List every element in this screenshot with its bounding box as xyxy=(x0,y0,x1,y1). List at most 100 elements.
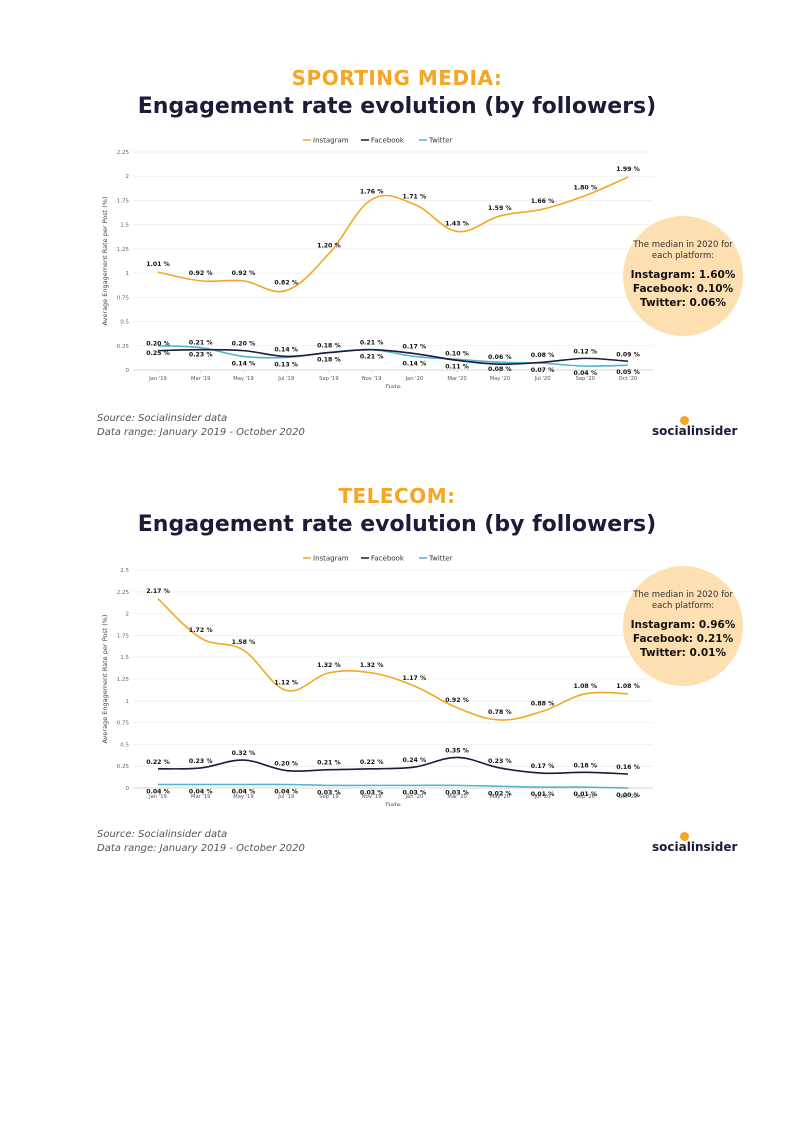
y-tick-label: 1 xyxy=(126,699,130,705)
legend-label-facebook: Facebook xyxy=(371,555,405,563)
data-label-facebook: 0.09 % xyxy=(616,351,640,358)
data-label-facebook: 0.17 % xyxy=(531,763,555,770)
data-label-facebook: 0.20 % xyxy=(274,761,298,768)
line-chart-sporting-media: Instagram Facebook Twitter 0 0.25 0.5 0.75 1 1.2… xyxy=(101,137,653,388)
data-label-facebook: 0.32 % xyxy=(232,750,256,757)
median-twitter: Twitter: 0.06% xyxy=(640,297,726,309)
series-line-twitter xyxy=(157,344,629,367)
x-tick-label: May '20 xyxy=(490,794,510,800)
y-tick-label: 0.5 xyxy=(120,320,129,326)
legend-label-twitter: Twitter xyxy=(428,137,453,145)
x-tick-label: Mar '19 xyxy=(191,376,210,382)
data-label-twitter: 0.04 % xyxy=(573,370,597,377)
x-axis-title: Date xyxy=(385,801,401,806)
data-label-instagram: 0.92 % xyxy=(189,270,213,277)
y-tick-label: 0 xyxy=(126,368,130,374)
data-label-instagram: 0.82 % xyxy=(274,280,298,287)
data-label-twitter: 0.13 % xyxy=(274,361,298,368)
median-twitter: Twitter: 0.01% xyxy=(640,647,726,659)
data-label-twitter: 0.03 % xyxy=(445,789,469,796)
data-label-twitter: 0.08 % xyxy=(488,366,512,373)
data-label-instagram: 0.78 % xyxy=(488,709,512,716)
data-label-twitter: 0.25 % xyxy=(146,350,170,357)
y-tick-label: 0.25 xyxy=(117,344,130,350)
data-label-facebook: 0.35 % xyxy=(445,747,469,754)
data-label-twitter: 0.01 % xyxy=(573,791,597,798)
y-tick-label: 1.5 xyxy=(120,223,129,229)
series-line-instagram xyxy=(157,176,629,293)
data-label-facebook: 0.22 % xyxy=(146,759,170,766)
data-label-instagram: 1.80 % xyxy=(573,185,597,192)
data-label-twitter: 0.03 % xyxy=(403,789,427,796)
x-tick-label: Mar '20 xyxy=(447,376,466,382)
chart-title: Engagement rate evolution (by followers) xyxy=(137,94,657,119)
median-facebook: Facebook: 0.21% xyxy=(632,633,734,645)
data-label-twitter: 0.04 % xyxy=(274,789,298,796)
data-label-instagram: 1.72 % xyxy=(189,627,213,634)
brand-logo: socialinsider xyxy=(652,424,738,438)
median-callout: The median in 2020 for each platform: In… xyxy=(623,566,743,686)
data-label-facebook: 0.22 % xyxy=(360,759,384,766)
x-tick-label: Jan '20 xyxy=(405,794,424,800)
logo-dot-icon xyxy=(680,832,689,841)
chart-title: Engagement rate evolution (by followers) xyxy=(137,512,657,537)
range-text: Data range: January 2019 - October 2020 xyxy=(97,427,305,438)
source-text: Source: Socialinsider data xyxy=(97,413,228,424)
data-label-facebook: 0.10 % xyxy=(445,350,469,357)
x-tick-label: Jan '20 xyxy=(405,376,424,382)
median-facebook: Facebook: 0.10% xyxy=(632,283,734,295)
x-tick-label: Oct '20 xyxy=(619,794,638,800)
data-label-twitter: 0.04 % xyxy=(146,789,170,796)
y-tick-label: 2.5 xyxy=(120,568,129,574)
data-label-facebook: 0.08 % xyxy=(531,352,555,359)
legend-label-twitter: Twitter xyxy=(428,555,453,563)
data-label-instagram: 1.32 % xyxy=(360,662,384,669)
data-label-twitter: 0.05 % xyxy=(616,369,640,376)
x-tick-label: Sep '19 xyxy=(319,376,338,382)
category-title: SPORTING MEDIA: xyxy=(291,66,503,90)
data-label-instagram: 1.76 % xyxy=(360,188,384,195)
y-tick-label: 0 xyxy=(126,786,130,792)
source-block: Source: Socialinsider data Data range: J… xyxy=(97,828,305,856)
y-tick-label: 2 xyxy=(126,174,130,180)
y-tick-label: 1.5 xyxy=(120,655,129,661)
x-tick-label: May '19 xyxy=(233,376,253,382)
data-label-twitter: 0.23 % xyxy=(189,352,213,359)
x-tick-label: Oct '20 xyxy=(619,376,638,382)
data-label-instagram: 1.66 % xyxy=(531,198,555,205)
logo-dot-icon xyxy=(680,416,689,425)
data-label-facebook: 0.23 % xyxy=(488,758,512,765)
series-line-facebook xyxy=(157,756,629,775)
y-axis-title: Average Engagement Rate per Post (%) xyxy=(101,614,109,743)
median-instagram: Instagram: 1.60% xyxy=(630,269,736,281)
x-tick-label: Jul '20 xyxy=(534,376,551,382)
data-label-instagram: 1.59 % xyxy=(488,205,512,212)
x-tick-label: Jan '19 xyxy=(148,376,167,382)
data-label-twitter: 0.04 % xyxy=(189,789,213,796)
x-tick-label: Sep '20 xyxy=(576,376,595,382)
data-label-twitter: 0.11 % xyxy=(445,363,469,370)
y-tick-label: 2.25 xyxy=(117,590,130,596)
data-label-twitter: 0.18 % xyxy=(317,357,341,364)
data-label-twitter: 0.02 % xyxy=(488,790,512,797)
data-label-facebook: 0.21 % xyxy=(317,760,341,767)
y-tick-label: 0.75 xyxy=(117,295,130,301)
data-label-facebook: 0.16 % xyxy=(616,764,640,771)
series-line-instagram xyxy=(157,598,629,721)
data-label-instagram: 1.99 % xyxy=(616,166,640,173)
data-label-instagram: 1.08 % xyxy=(616,683,640,690)
median-intro: The median in 2020 for each platform: xyxy=(633,240,733,261)
data-label-instagram: 1.58 % xyxy=(232,639,256,646)
category-title: TELECOM: xyxy=(338,484,456,508)
data-label-twitter: 0.03 % xyxy=(360,789,384,796)
chart-legend: Instagram Facebook Twitter xyxy=(303,555,453,563)
x-tick-label: May '19 xyxy=(233,794,253,800)
y-tick-label: 0.75 xyxy=(117,721,130,727)
y-tick-label: 1 xyxy=(126,271,130,277)
x-tick-label: Nov '19 xyxy=(362,794,382,800)
data-label-instagram: 1.08 % xyxy=(573,683,597,690)
data-label-facebook: 0.06 % xyxy=(488,354,512,361)
x-axis-title: Date xyxy=(385,383,401,388)
data-label-facebook: 0.12 % xyxy=(573,348,597,355)
data-label-facebook: 0.20 % xyxy=(232,341,256,348)
